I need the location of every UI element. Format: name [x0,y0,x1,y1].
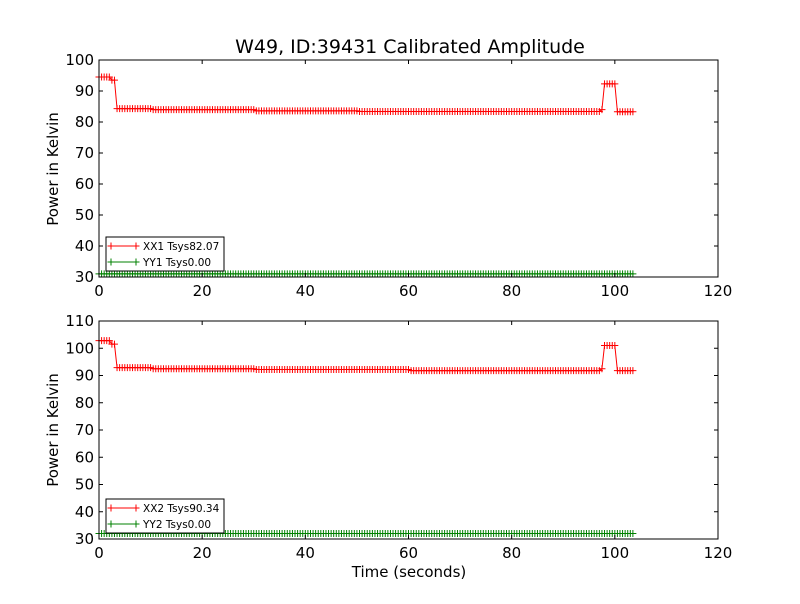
y-tick-label: 40 [75,503,94,521]
data-point [110,76,118,84]
legend-marker [107,504,115,512]
legend-marker [132,504,140,512]
y-tick-label: 50 [75,206,94,224]
legend-marker [132,520,140,528]
legend-marker [132,242,140,250]
x-tick-label: 100 [601,544,630,562]
x-tick-label: 0 [94,282,104,300]
x-tick-label: 60 [399,544,418,562]
series-markers [95,73,637,116]
x-tick-label: 100 [601,282,630,300]
bottom-panel: 0 20 40 60 80 100 120 30 40 50 60 70 80 90 100 110 XX2 T… [65,312,732,562]
legend-item: YY1 Tsys0.00 [107,257,211,269]
bottom-xlabel: Time (seconds) [351,563,467,581]
x-tick-label: 20 [193,282,212,300]
data-point [629,367,637,375]
series-2-1 [95,337,637,375]
data-point [598,365,606,373]
x-tick-label: 120 [704,282,733,300]
legend-item: XX1 Tsys82.07 [107,241,219,253]
y-tick-label: 80 [75,394,94,412]
y-tick-label: 90 [75,367,94,385]
bottom-ylabel: Power in Kelvin [44,373,62,487]
y-tick-label: 70 [75,421,94,439]
y-tick-label: 100 [65,51,94,69]
x-tick-label: 80 [502,282,521,300]
legend-marker [107,258,115,266]
legend: XX1 Tsys82.07 YY1 Tsys0.00 [105,236,225,272]
y-tick-label: 90 [75,82,94,100]
x-tick-label: 80 [502,544,521,562]
top-panel: 0 20 40 60 80 100 120 30 40 50 60 70 80 90 100 XX1 Tsys… [65,51,732,300]
y-tick-label: 60 [75,448,94,466]
y-tick-label: 50 [75,476,94,494]
legend-label: XX2 Tsys90.34 [143,503,220,515]
y-tick-label: 70 [75,144,94,162]
legend-box [105,236,225,272]
legend-item: XX2 Tsys90.34 [107,503,220,515]
y-tick-label: 100 [65,339,94,357]
legend-label: YY1 Tsys0.00 [142,257,211,269]
legend-label: YY2 Tsys0.00 [142,519,211,531]
legend-marker [107,520,115,528]
y-tick-label: 80 [75,113,94,131]
series-markers [95,337,637,375]
legend-marker [132,258,140,266]
legend-marker [107,242,115,250]
series-markers [95,530,637,538]
legend-label: XX1 Tsys82.07 [143,241,219,253]
data-point [105,337,113,345]
legend-box [105,498,225,534]
series-2-2 [95,530,637,538]
x-tick-label: 0 [94,544,104,562]
data-point [110,340,118,348]
top-ylabel: Power in Kelvin [44,112,62,226]
x-tick-label: 40 [296,544,315,562]
y-tick-label: 30 [75,530,94,548]
data-point [629,270,637,278]
y-tick-label: 60 [75,175,94,193]
x-tick-label: 120 [704,544,733,562]
data-point [598,106,606,114]
legend-item: YY2 Tsys0.00 [107,519,211,531]
chart-title: W49, ID:39431 Calibrated Amplitude [235,36,585,58]
data-point [611,80,619,88]
series-1-1 [95,73,637,116]
x-tick-label: 40 [296,282,315,300]
y-tick-label: 110 [65,312,94,330]
x-tick-label: 60 [399,282,418,300]
data-point [611,342,619,350]
y-tick-label: 30 [75,268,94,286]
x-tick-label: 20 [193,544,212,562]
legend: XX2 Tsys90.34 YY2 Tsys0.00 [105,498,225,534]
data-point [629,108,637,116]
y-tick-label: 40 [75,237,94,255]
data-point [629,530,637,538]
